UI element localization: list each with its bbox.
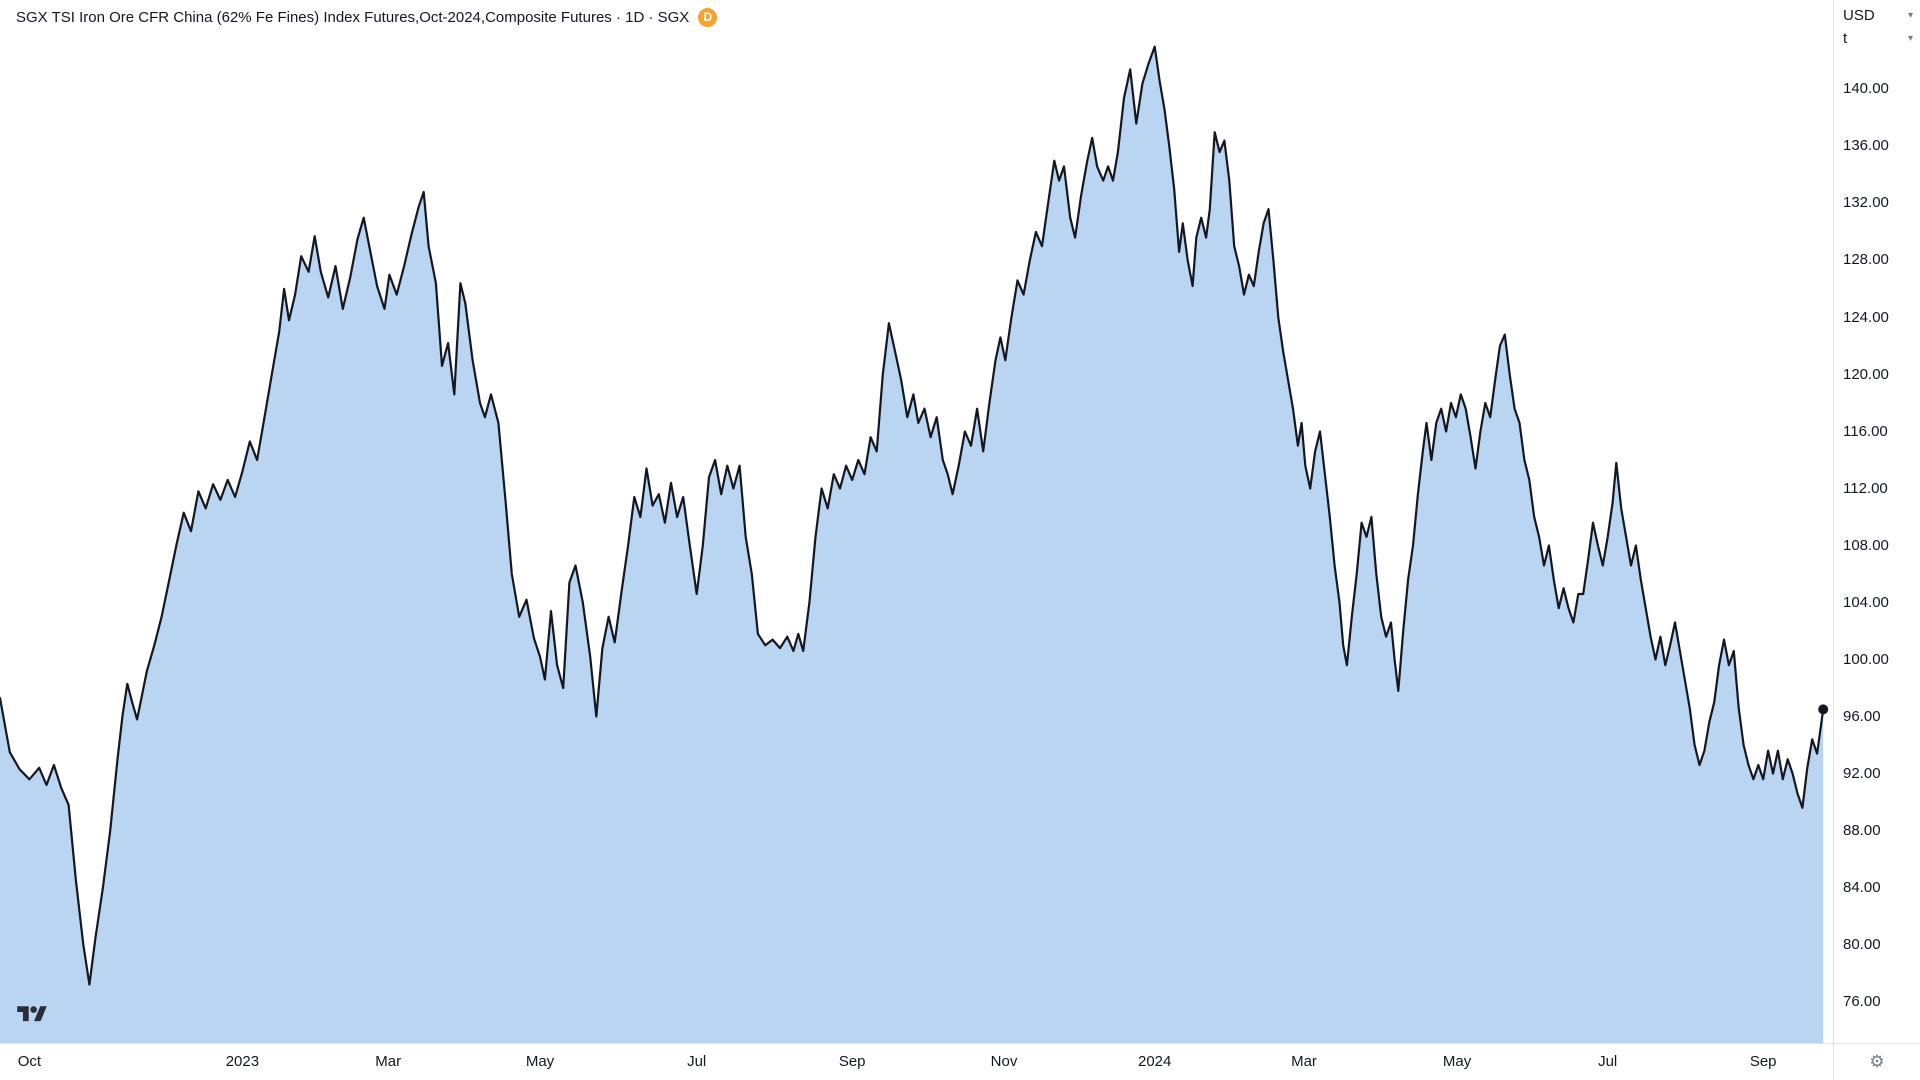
time-label-month: Jul	[1598, 1053, 1618, 1070]
currency-label: USD	[1843, 7, 1875, 24]
price-tick-label: 96.00	[1843, 707, 1881, 725]
interval-badge[interactable]: D	[698, 8, 718, 27]
chevron-down-icon: ▾	[1907, 32, 1913, 44]
price-tick-label: 92.00	[1843, 764, 1881, 782]
price-tick-label: 112.00	[1843, 479, 1888, 497]
axis-settings-corner[interactable]: ⚙	[1833, 1043, 1920, 1080]
price-tick-label: 140.00	[1843, 80, 1889, 98]
area-fill	[0, 46, 1824, 1043]
price-scale-units: USD ▾ t ▾	[1834, 0, 1920, 50]
price-tick-label: 104.00	[1843, 593, 1889, 611]
price-axis[interactable]: USD ▾ t ▾ 140.00 136.00 132.00 128.00 124.00…	[1833, 0, 1920, 1043]
unit-label: t	[1843, 30, 1848, 47]
price-tick-label: 100.00	[1843, 650, 1889, 668]
chart-pane[interactable]: SGX TSI Iron Ore CFR China (62% Fe Fines…	[0, 0, 1833, 1043]
time-label-month: Sep	[1749, 1053, 1777, 1070]
last-price-dot	[1818, 704, 1829, 715]
time-label-month: Oct	[17, 1053, 42, 1070]
time-label-year: 2023	[225, 1053, 260, 1070]
price-tick-label: 76.00	[1843, 992, 1881, 1010]
time-label-month: Sep	[838, 1053, 866, 1070]
price-tick-label: 136.00	[1843, 137, 1889, 155]
price-tick-label: 84.00	[1843, 878, 1881, 896]
time-label-month: Mar	[1291, 1053, 1317, 1070]
time-axis[interactable]: Oct 2023 Mar May Jul Sep Nov 2024 Mar May Jul Sep	[0, 1043, 1833, 1080]
tradingview-logo[interactable]	[17, 1003, 47, 1026]
price-tick-label: 80.00	[1843, 935, 1881, 953]
gear-icon[interactable]: ⚙	[1869, 1052, 1885, 1071]
time-label-year: 2024	[1138, 1053, 1172, 1070]
price-tick-label: 108.00	[1843, 536, 1889, 554]
price-tick-label: 128.00	[1843, 251, 1889, 269]
time-label-month: May	[1442, 1053, 1472, 1070]
price-tick-label: 120.00	[1843, 365, 1889, 383]
price-tick-label: 116.00	[1843, 422, 1888, 440]
time-label-month: Mar	[375, 1053, 402, 1070]
chevron-down-icon: ▾	[1907, 9, 1913, 21]
price-tick-label: 132.00	[1843, 194, 1889, 212]
price-area-chart[interactable]	[0, 0, 1833, 1043]
symbol-legend[interactable]: SGX TSI Iron Ore CFR China (62% Fe Fines…	[16, 8, 718, 27]
time-label-month: May	[525, 1053, 555, 1070]
unit-selector[interactable]: t ▾	[1834, 27, 1920, 50]
price-tick-label: 88.00	[1843, 821, 1881, 839]
price-line	[0, 45, 1825, 986]
symbol-title[interactable]: SGX TSI Iron Ore CFR China (62% Fe Fines…	[16, 9, 690, 26]
price-tick-label: 124.00	[1843, 308, 1889, 326]
currency-selector[interactable]: USD ▾	[1834, 4, 1920, 27]
time-label-month: Nov	[990, 1053, 1018, 1070]
time-label-month: Jul	[687, 1053, 707, 1070]
